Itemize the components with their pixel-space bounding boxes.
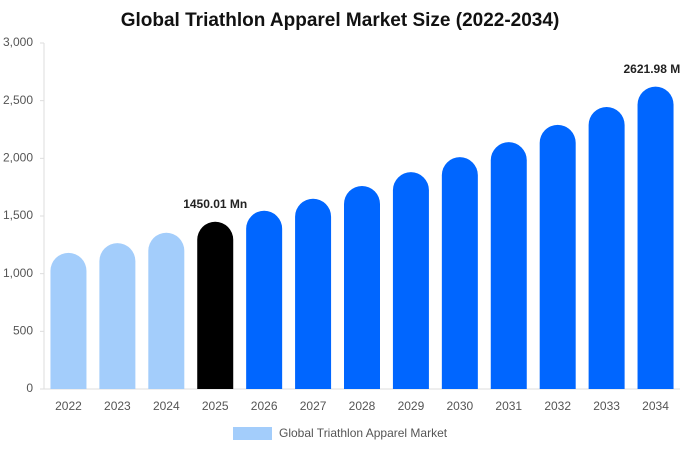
x-tick-label: 2026 [251, 399, 278, 413]
value-label: 1450.01 Mn [183, 197, 247, 211]
x-tick-label: 2030 [446, 399, 473, 413]
legend-swatch [233, 427, 272, 440]
y-tick-label: 3,000 [3, 35, 33, 49]
x-tick-label: 2027 [300, 399, 327, 413]
x-tick-label: 2024 [153, 399, 180, 413]
x-tick-label: 2029 [398, 399, 425, 413]
bar [50, 252, 87, 389]
y-tick-label: 2,000 [3, 151, 33, 165]
bar [246, 210, 283, 389]
y-tick-label: 500 [13, 324, 33, 338]
bar [392, 172, 429, 389]
bar [441, 157, 478, 389]
x-tick-label: 2022 [55, 399, 82, 413]
legend-label: Global Triathlon Apparel Market [279, 426, 448, 440]
value-label: 2621.98 Mn [624, 62, 680, 76]
y-tick-label: 1,500 [3, 208, 33, 222]
y-tick-label: 1,000 [3, 266, 33, 280]
bar [344, 186, 380, 389]
x-tick-label: 2032 [544, 399, 571, 413]
bar [490, 142, 527, 389]
bar [148, 232, 185, 389]
bar [197, 221, 234, 389]
x-tick-label: 2031 [495, 399, 522, 413]
y-tick-label: 2,500 [3, 93, 33, 107]
bar [588, 107, 625, 389]
bar [99, 243, 136, 389]
x-tick-label: 2025 [202, 399, 229, 413]
chart-title: Global Triathlon Apparel Market Size (20… [121, 10, 560, 31]
bar [295, 198, 332, 389]
bar [539, 124, 576, 390]
x-tick-label: 2033 [593, 399, 620, 413]
bar [637, 86, 674, 390]
y-tick-label: 0 [26, 381, 33, 395]
x-tick-label: 2034 [642, 399, 669, 413]
x-tick-label: 2028 [349, 399, 376, 413]
x-tick-label: 2023 [104, 399, 131, 413]
